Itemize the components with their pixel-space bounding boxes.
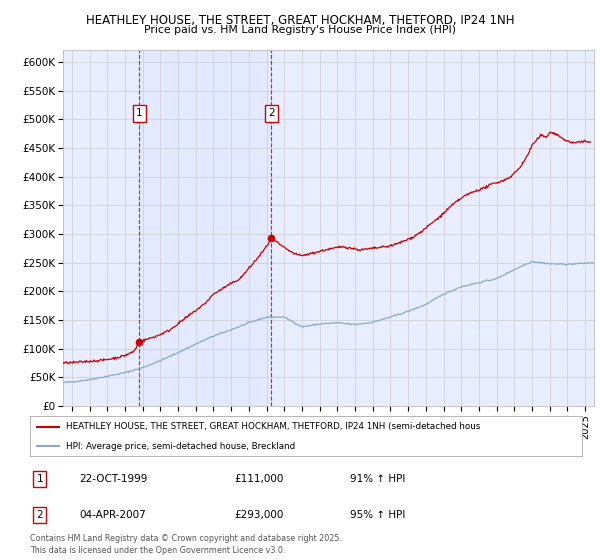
Text: 04-APR-2007: 04-APR-2007 — [80, 510, 146, 520]
Text: £293,000: £293,000 — [234, 510, 284, 520]
Text: £111,000: £111,000 — [234, 474, 284, 484]
Text: Price paid vs. HM Land Registry's House Price Index (HPI): Price paid vs. HM Land Registry's House … — [144, 25, 456, 35]
Text: 1: 1 — [37, 474, 43, 484]
Text: HPI: Average price, semi-detached house, Breckland: HPI: Average price, semi-detached house,… — [66, 442, 295, 451]
Text: 2: 2 — [268, 109, 274, 119]
Text: 91% ↑ HPI: 91% ↑ HPI — [350, 474, 406, 484]
Text: 2: 2 — [37, 510, 43, 520]
Bar — [139, 50, 271, 406]
Text: 1: 1 — [136, 109, 143, 119]
Text: 95% ↑ HPI: 95% ↑ HPI — [350, 510, 406, 520]
Text: Contains HM Land Registry data © Crown copyright and database right 2025.
This d: Contains HM Land Registry data © Crown c… — [30, 534, 342, 555]
Text: HEATHLEY HOUSE, THE STREET, GREAT HOCKHAM, THETFORD, IP24 1NH: HEATHLEY HOUSE, THE STREET, GREAT HOCKHA… — [86, 14, 514, 27]
Text: HEATHLEY HOUSE, THE STREET, GREAT HOCKHAM, THETFORD, IP24 1NH (semi-detached hou: HEATHLEY HOUSE, THE STREET, GREAT HOCKHA… — [66, 422, 480, 431]
Text: 22-OCT-1999: 22-OCT-1999 — [80, 474, 148, 484]
